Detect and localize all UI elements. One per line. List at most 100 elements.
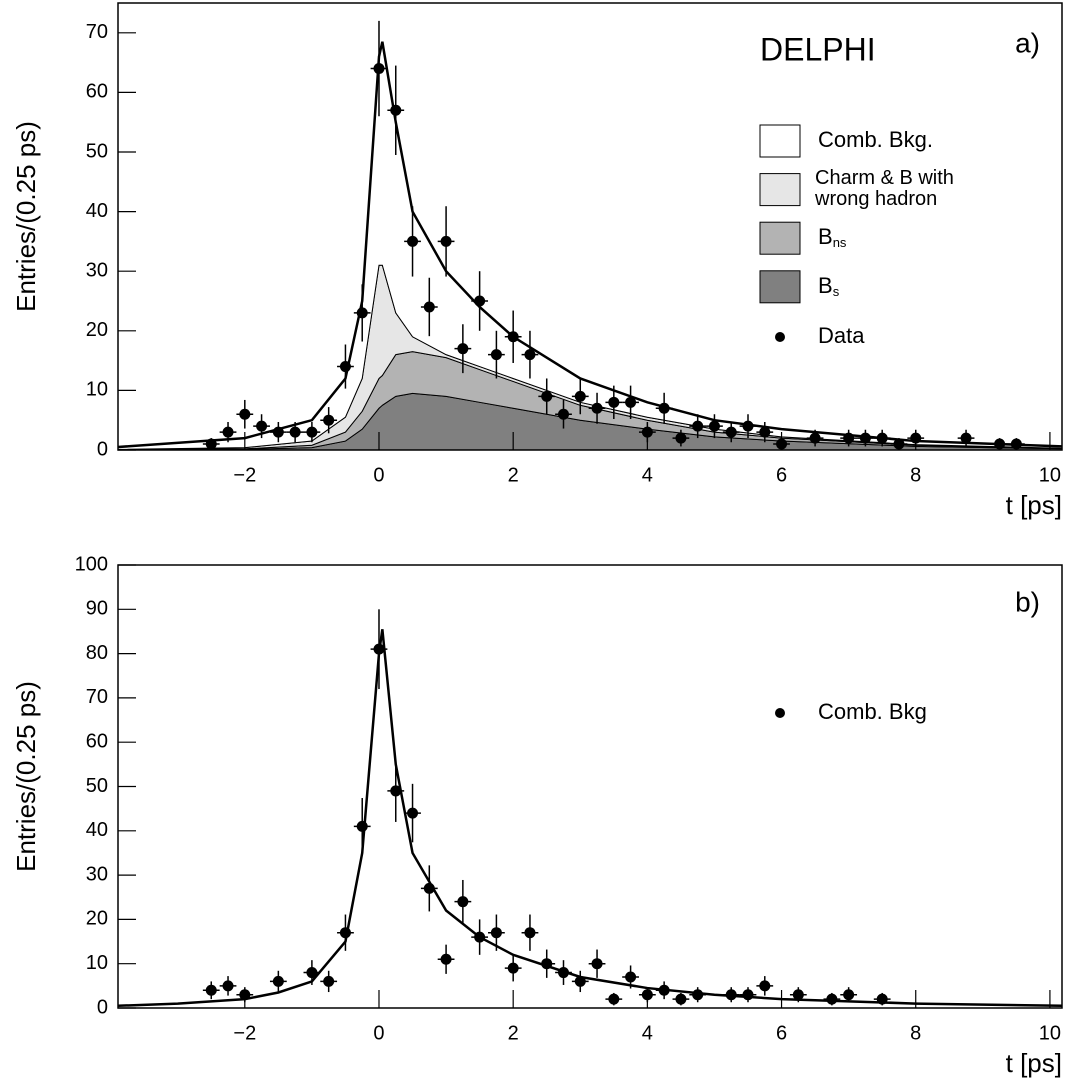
legend-subscript: ns xyxy=(833,236,847,251)
data-point xyxy=(222,980,234,992)
legend-label: Comb. Bkg xyxy=(818,699,927,724)
data-point xyxy=(692,420,704,432)
x-tick-label: 10 xyxy=(1039,1022,1061,1044)
data-point xyxy=(205,984,217,996)
data-point xyxy=(507,331,519,343)
y-tick-label: 100 xyxy=(75,553,108,575)
legend-label: Bns xyxy=(818,224,847,251)
plot-frame xyxy=(117,2,1063,451)
y-tick-label: 0 xyxy=(97,996,108,1018)
data-point xyxy=(490,349,502,361)
data-point xyxy=(557,408,569,420)
data-point xyxy=(541,958,553,970)
data-point xyxy=(423,301,435,313)
y-tick-label: 70 xyxy=(86,21,108,43)
data-point xyxy=(306,967,318,979)
data-point xyxy=(859,432,871,444)
plot-frame xyxy=(117,564,1063,1009)
y-tick-label: 0 xyxy=(97,438,108,460)
y-tick-label: 60 xyxy=(86,81,108,103)
y-tick-label: 70 xyxy=(86,686,108,708)
legend-label: Charm & B with wrong hadron xyxy=(815,167,954,210)
data-point xyxy=(591,402,603,414)
y-tick-label: 80 xyxy=(86,642,108,664)
data-point xyxy=(373,63,385,75)
fit-curve xyxy=(118,41,1062,449)
data-point xyxy=(339,361,351,373)
data-point xyxy=(574,975,586,987)
legend-label: Comb. Bkg. xyxy=(818,127,933,152)
y-tick-label: 30 xyxy=(86,863,108,885)
legend-name: B xyxy=(818,273,833,298)
data-point xyxy=(843,989,855,1001)
data-point xyxy=(474,295,486,307)
data-point xyxy=(440,235,452,247)
data-point xyxy=(323,975,335,987)
x-tick-label: −2 xyxy=(233,1022,256,1044)
data-point xyxy=(356,307,368,319)
legend-swatch xyxy=(759,270,801,304)
y-tick-label: 60 xyxy=(86,730,108,752)
data-point xyxy=(994,438,1006,450)
data-point xyxy=(876,432,888,444)
data-point xyxy=(339,927,351,939)
legend-marker xyxy=(775,332,785,342)
data-point xyxy=(524,927,536,939)
panel-label: b) xyxy=(1015,586,1040,617)
data-point xyxy=(893,438,905,450)
data-point xyxy=(272,975,284,987)
legend-swatch xyxy=(759,124,801,158)
data-point xyxy=(407,807,419,819)
data-point xyxy=(759,980,771,992)
data-point xyxy=(675,993,687,1005)
x-tick-label: 6 xyxy=(776,464,787,486)
panel-label: a) xyxy=(1015,27,1040,58)
x-tick-label: 8 xyxy=(910,1022,921,1044)
legend-label-box: Charm & B with wrong hadron xyxy=(815,167,954,210)
legend-swatch xyxy=(759,173,801,207)
x-tick-label: 6 xyxy=(776,1022,787,1044)
y-tick-label: 20 xyxy=(86,319,108,341)
legend-label: Data xyxy=(818,323,865,348)
data-point xyxy=(1010,438,1022,450)
x-tick-label: 4 xyxy=(642,464,653,486)
plot-area xyxy=(118,20,1062,450)
data-point xyxy=(658,984,670,996)
data-point xyxy=(524,349,536,361)
data-point xyxy=(440,953,452,965)
x-tick-label: 0 xyxy=(373,464,384,486)
data-point xyxy=(373,643,385,655)
data-point xyxy=(557,967,569,979)
y-tick-label: 30 xyxy=(86,259,108,281)
y-tick-label: 50 xyxy=(86,140,108,162)
data-point xyxy=(708,420,720,432)
x-tick-label: 8 xyxy=(910,464,921,486)
y-tick-label: 20 xyxy=(86,908,108,930)
data-point xyxy=(625,971,637,983)
y-axis-label: Entries/(0.25 ps) xyxy=(11,121,41,312)
x-tick-label: −2 xyxy=(233,464,256,486)
y-tick-label: 40 xyxy=(86,819,108,841)
data-point xyxy=(675,432,687,444)
data-point xyxy=(809,432,821,444)
y-axis-label: Entries/(0.25 ps) xyxy=(11,681,41,872)
data-point xyxy=(457,343,469,355)
y-tick-label: 90 xyxy=(86,598,108,620)
data-point xyxy=(205,438,217,450)
legend-swatch xyxy=(759,221,801,255)
data-point xyxy=(239,408,251,420)
data-point xyxy=(960,432,972,444)
data-point xyxy=(407,235,419,247)
legend-subscript: s xyxy=(833,284,840,299)
panel: Comb. Bkg 0 10 20 30 40 50 60 70 80 90 100 −2 0 2 4 6 8 10… xyxy=(11,553,1063,1078)
y-tick-label: 50 xyxy=(86,775,108,797)
stacked-area xyxy=(118,41,1062,450)
data-point xyxy=(725,989,737,1001)
legend-label: Bs xyxy=(818,273,840,300)
x-tick-label: 10 xyxy=(1039,464,1061,486)
data-point xyxy=(306,426,318,438)
data-point xyxy=(625,396,637,408)
x-axis-label: t [ps] xyxy=(1006,490,1062,520)
